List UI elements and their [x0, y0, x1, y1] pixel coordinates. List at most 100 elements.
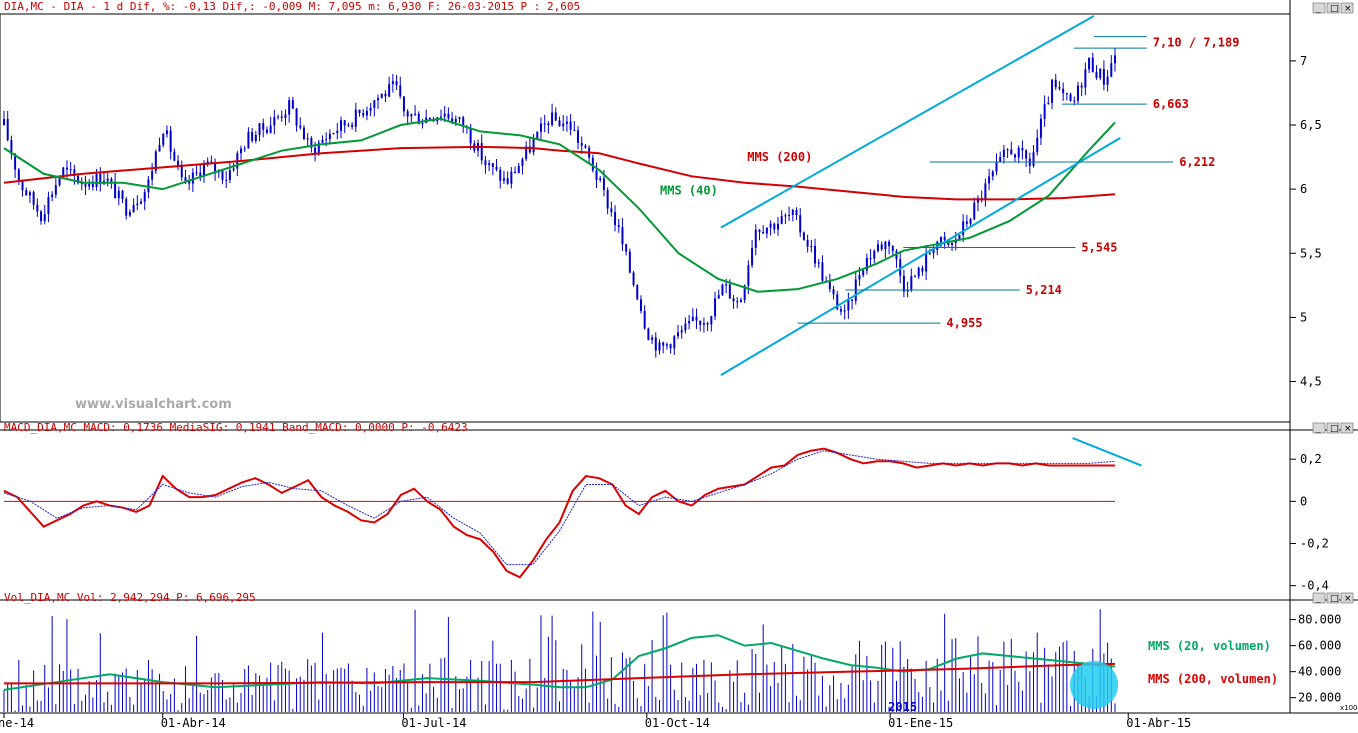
volume-restore-button[interactable]: □: [1326, 592, 1340, 604]
macd-restore-button[interactable]: □: [1326, 422, 1340, 434]
svg-text:□: □: [1330, 424, 1339, 434]
candle-body: [539, 123, 542, 132]
candle-body: [784, 215, 787, 217]
candle-body: [299, 125, 302, 128]
minimize-button[interactable]: _: [1312, 2, 1326, 14]
candle-body: [243, 148, 246, 150]
y-tick-label: 6,5: [1300, 118, 1322, 132]
candle-body: [1099, 68, 1102, 78]
candle-body: [814, 246, 817, 264]
candle-body: [591, 157, 594, 171]
candle-body: [221, 170, 224, 180]
candle-body: [599, 178, 602, 180]
macd-minimize-button[interactable]: _: [1312, 422, 1326, 434]
candle-body: [69, 169, 72, 171]
candle-body: [1102, 68, 1105, 85]
candle-body: [354, 109, 357, 127]
level-label: 7,10 / 7,189: [1153, 35, 1240, 49]
candle-body: [247, 131, 250, 149]
candle-body: [295, 108, 298, 126]
candle-body: [406, 111, 409, 117]
candle-body: [210, 161, 213, 163]
candle-body: [1080, 85, 1083, 88]
candle-body: [269, 125, 272, 133]
candle-body: [965, 221, 968, 224]
svg-text:_: _: [1315, 594, 1321, 604]
y-tick-label: 5: [1300, 310, 1307, 324]
candle-body: [417, 113, 420, 125]
candle-body: [747, 265, 750, 286]
candle-body: [1025, 150, 1028, 159]
candle-body: [351, 124, 354, 127]
candle-body: [843, 310, 846, 312]
candle-body: [54, 185, 57, 195]
candle-body: [1062, 88, 1065, 94]
candle-body: [532, 139, 535, 153]
candle-body: [565, 121, 568, 124]
candle-body: [77, 175, 80, 184]
candle-body: [1051, 79, 1054, 103]
candle-body: [202, 163, 205, 177]
level-label: 6,663: [1153, 97, 1189, 111]
restore-button[interactable]: □: [1326, 2, 1340, 14]
candle-body: [451, 118, 454, 123]
candle-body: [647, 328, 650, 340]
vol-y-tick-label: 60.000: [1298, 639, 1341, 653]
close-button[interactable]: ×: [1340, 2, 1354, 14]
candle-body: [343, 120, 346, 126]
vol-y-tick-label: 20.000: [1298, 691, 1341, 705]
macd-close-button[interactable]: ×: [1340, 422, 1354, 434]
candle-body: [177, 160, 180, 167]
candle-body: [606, 189, 609, 209]
price-panel-window-buttons: _ □ ×: [1312, 2, 1354, 14]
candle-body: [739, 299, 742, 302]
x-tick-label: 01-Abr-15: [1126, 716, 1191, 730]
candle-body: [340, 120, 343, 131]
candle-body: [280, 116, 283, 118]
svg-text:_: _: [1315, 424, 1321, 434]
candle-body: [158, 145, 161, 152]
candle-body: [821, 262, 824, 281]
macd-y-tick-label: -0,4: [1300, 579, 1329, 593]
macd-y-tick-label: 0: [1300, 494, 1307, 508]
candle-body: [721, 284, 724, 296]
candle-body: [639, 299, 642, 311]
candle-body: [121, 190, 124, 200]
candle-body: [454, 118, 457, 123]
candle-body: [906, 289, 909, 292]
candle-body: [688, 320, 691, 324]
candle-body: [828, 281, 831, 290]
candle-body: [43, 214, 46, 222]
candle-body: [769, 223, 772, 228]
candle-body: [1091, 57, 1094, 73]
price-panel-title: DIA,MC - DIA - 1 d Dif, %: -0,13 Dif,: -…: [4, 0, 580, 13]
ma-label: MMS (40): [660, 183, 718, 197]
candle-body: [1014, 154, 1017, 158]
candle-body: [662, 342, 665, 346]
candle-body: [1076, 85, 1079, 101]
candle-body: [140, 201, 143, 204]
candle-body: [1114, 55, 1116, 64]
candle-body: [325, 139, 328, 141]
volume-minimize-button[interactable]: _: [1312, 592, 1326, 604]
candle-body: [65, 167, 68, 170]
candle-body: [658, 342, 661, 351]
candle-body: [1043, 104, 1046, 119]
candle-body: [365, 110, 368, 116]
candle-body: [677, 332, 680, 337]
candle-body: [462, 117, 465, 127]
candle-body: [847, 299, 850, 311]
candle-body: [754, 229, 757, 248]
candle-body: [277, 116, 280, 118]
volume-close-button[interactable]: ×: [1340, 592, 1354, 604]
y-tick-label: 6: [1300, 182, 1307, 196]
svg-text:□: □: [1330, 594, 1339, 604]
candle-body: [728, 284, 731, 299]
candle-body: [151, 171, 154, 180]
candle-body: [702, 323, 705, 325]
candle-body: [173, 151, 176, 161]
candle-body: [110, 178, 113, 182]
axes-layer: 7 6,5 6 5,5 5 4,5 0,2 0 -0,2 -0,4 80.000 60.000 40.0…: [0, 54, 1358, 730]
candle-body: [377, 98, 380, 101]
